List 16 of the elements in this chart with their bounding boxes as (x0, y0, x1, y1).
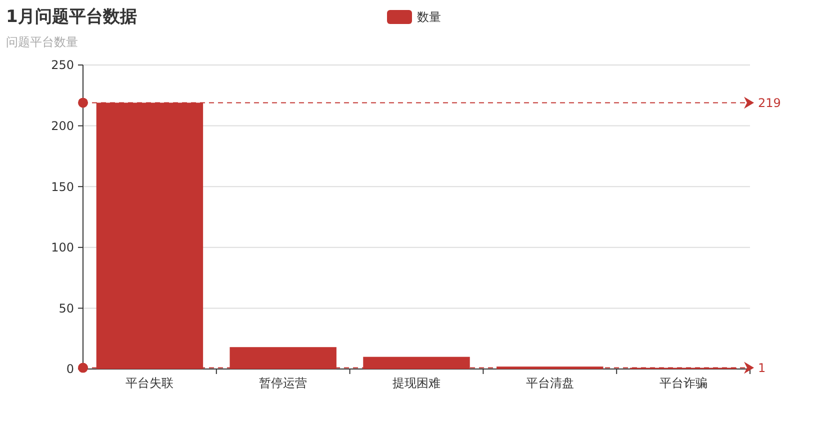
x-tick-label: 平台诈骗 (659, 376, 708, 390)
chart-subtitle: 问题平台数量 (6, 35, 78, 49)
chart-title: 1月问题平台数据 (6, 7, 137, 27)
x-tick-label: 暂停运营 (259, 376, 308, 390)
y-tick-label: 150 (51, 180, 74, 194)
x-tick-label: 平台清盘 (526, 376, 574, 390)
x-tick-label: 提现困难 (392, 376, 440, 390)
y-tick-label: 250 (51, 58, 74, 72)
x-tick-label: 平台失联 (126, 376, 174, 390)
legend-label: 数量 (417, 10, 441, 24)
y-tick-label: 200 (51, 119, 74, 133)
ref-line-label: 219 (758, 96, 781, 110)
y-tick-label: 100 (51, 240, 74, 255)
ref-line-label: 1 (758, 360, 766, 375)
y-tick-label: 50 (58, 301, 74, 316)
y-tick-label: 0 (66, 362, 74, 376)
